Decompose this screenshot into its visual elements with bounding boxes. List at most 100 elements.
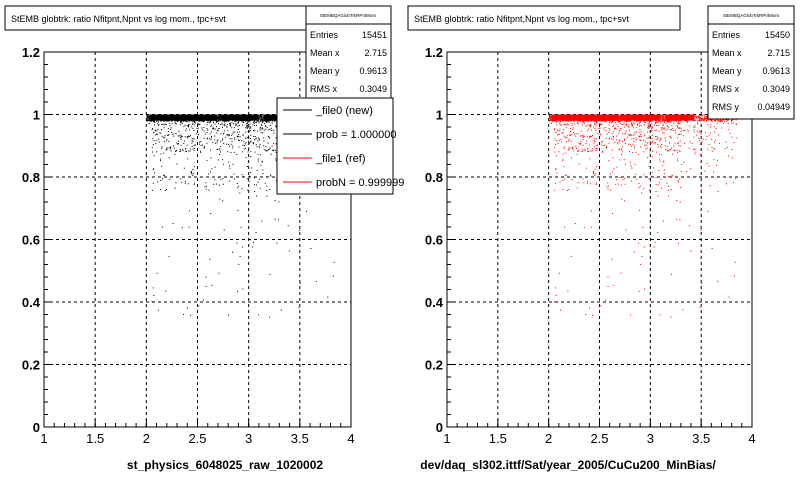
scatter-point (211, 131, 212, 133)
scatter-point (555, 168, 557, 170)
scatter-point (581, 134, 583, 136)
scatter-point (262, 132, 263, 134)
scatter-point (633, 140, 635, 142)
scatter-point (693, 126, 694, 128)
scatter-point (576, 122, 578, 124)
scatter-point (558, 272, 560, 274)
scatter-point (634, 131, 636, 133)
scatter-point (679, 201, 681, 203)
scatter-point (601, 143, 602, 145)
scatter-point (686, 129, 688, 131)
scatter-point (573, 120, 575, 122)
scatter-point (605, 299, 607, 301)
scatter-point (640, 131, 642, 133)
scatter-point (215, 183, 217, 185)
scatter-point (275, 122, 277, 124)
scatter-point (265, 120, 267, 122)
scatter-point (230, 124, 232, 126)
scatter-point (593, 172, 594, 174)
scatter-point (611, 133, 613, 135)
scatter-point (563, 146, 565, 148)
scatter-point (266, 185, 268, 187)
scatter-point (152, 151, 153, 153)
scatter-point (258, 137, 259, 139)
scatter-point (661, 127, 663, 129)
scatter-point (639, 122, 640, 124)
scatter-point (192, 123, 194, 125)
scatter-point (216, 148, 218, 150)
scatter-point (582, 122, 584, 124)
scatter-point (239, 136, 241, 138)
scatter-point (269, 189, 271, 190)
scatter-point (170, 147, 172, 149)
scatter-point (242, 144, 244, 146)
scatter-point (690, 168, 692, 170)
scatter-point (587, 181, 588, 183)
scatter-point (556, 122, 558, 124)
scatter-point (586, 140, 587, 142)
scatter-point (648, 189, 650, 191)
scatter-point (222, 138, 224, 140)
scatter-point (194, 120, 196, 122)
scatter-point (175, 150, 177, 152)
scatter-point (188, 136, 190, 137)
scatter-point (169, 122, 171, 124)
scatter-point (212, 122, 214, 124)
scatter-point (273, 149, 275, 151)
scatter-point (267, 135, 269, 137)
scatter-point (671, 174, 673, 176)
scatter-point (709, 185, 711, 187)
scatter-point (597, 144, 598, 146)
scatter-point (583, 123, 585, 125)
scatter-point (165, 124, 167, 126)
scatter-point (222, 120, 224, 122)
scatter-point (167, 131, 169, 132)
axis-tick-labels: 1 1.5 2 2.5 3 3.5 400.20.40.60.811.2 (22, 45, 355, 446)
scatter-point (151, 189, 153, 191)
scatter-point (333, 261, 335, 263)
scatter-point (209, 120, 211, 122)
scatter-point (180, 124, 181, 126)
scatter-point (624, 178, 625, 180)
scatter-point (623, 138, 625, 140)
scatter-point (678, 142, 679, 144)
scatter-band (179, 114, 190, 121)
scatter-point (616, 179, 618, 181)
scatter-point (167, 128, 169, 130)
scatter-point (587, 150, 589, 152)
scatter-point (654, 124, 655, 126)
scatter-point (195, 133, 197, 135)
scatter-point (670, 316, 672, 318)
scatter-point (630, 165, 632, 167)
scatter-point (211, 136, 212, 138)
scatter-point (649, 151, 651, 153)
scatter-point (176, 163, 178, 165)
scatter-point (172, 120, 174, 122)
scatter-point (666, 125, 668, 127)
scatter-point (177, 143, 179, 145)
scatter-point (192, 148, 194, 150)
scatter-point (699, 307, 701, 309)
scatter-point (683, 162, 685, 163)
scatter-point (222, 183, 224, 185)
scatter-point (676, 158, 678, 160)
scatter-point (274, 218, 276, 220)
scatter-point (594, 148, 596, 150)
scatter-point (196, 127, 198, 129)
scatter-point (191, 140, 193, 142)
scatter-point (201, 120, 202, 122)
scatter-point (265, 126, 267, 127)
scatter-point (161, 147, 163, 149)
scatter-point (695, 116, 697, 118)
scatter-point (569, 135, 571, 136)
x-tick-label: 4 (347, 431, 354, 446)
scatter-point (193, 183, 195, 185)
scatter-point (595, 173, 597, 175)
scatter-point (694, 116, 696, 118)
scatter-point (699, 143, 701, 145)
scatter-point (250, 151, 252, 153)
scatter-point (219, 149, 221, 151)
axis-ticks (43, 51, 352, 428)
scatter-point (631, 124, 633, 126)
scatter-point (250, 134, 252, 136)
